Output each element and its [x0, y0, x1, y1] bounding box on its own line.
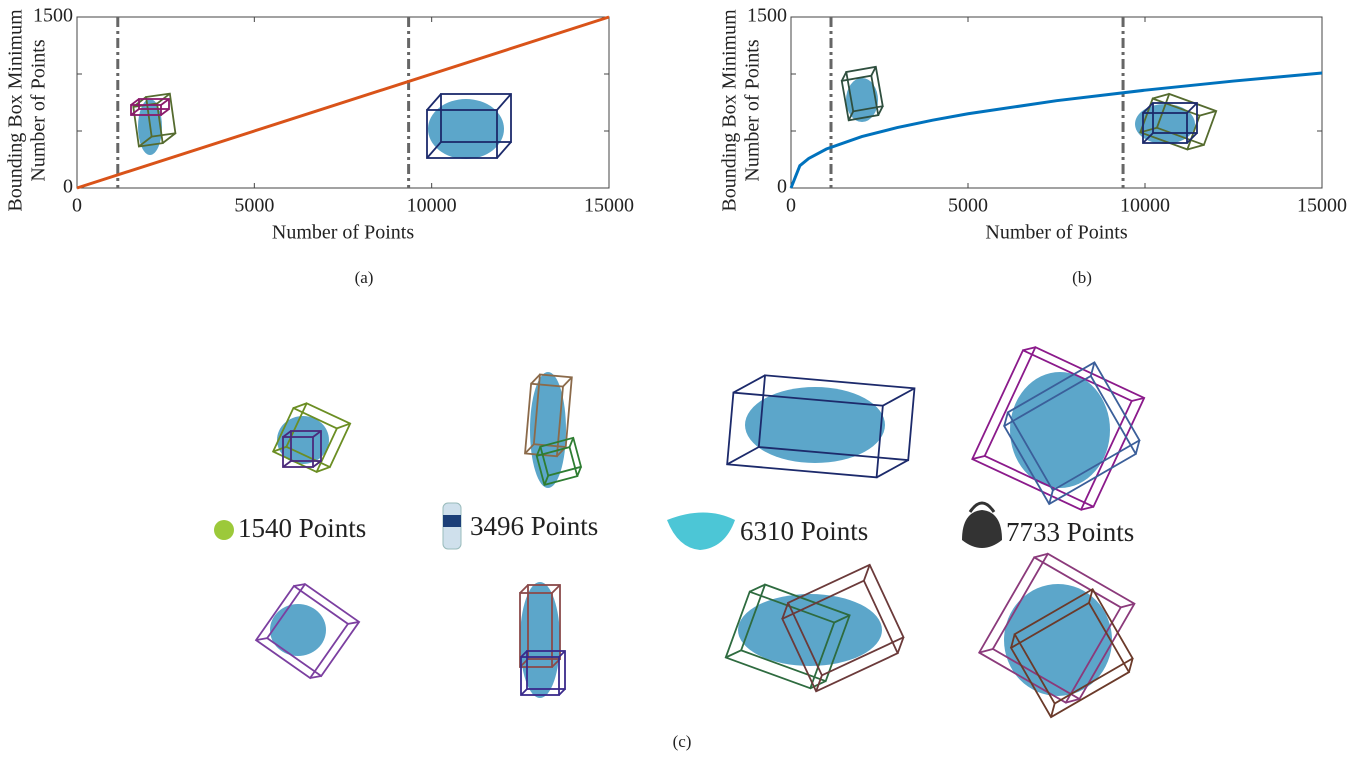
y-axis-label: Bounding Box Minimum — [719, 9, 741, 212]
object-label: 3496 Points — [470, 511, 598, 541]
object-label: 7733 Points — [1006, 517, 1134, 547]
caption: (c) — [673, 732, 692, 751]
x-tick-label: 0 — [786, 195, 796, 217]
box-edge — [161, 109, 169, 115]
y-axis-label: Number of Points — [742, 39, 764, 181]
icon-kettle — [962, 510, 1002, 548]
x-tick-label: 15000 — [1297, 195, 1347, 217]
y-axis-label: Number of Points — [28, 39, 50, 181]
point-cloud — [520, 582, 560, 698]
box-edge — [520, 585, 528, 593]
x-tick-label: 15000 — [584, 195, 634, 217]
x-axis-label: Number of Points — [985, 222, 1127, 244]
caption: (a) — [355, 268, 374, 287]
y-tick-label: 1500 — [33, 5, 73, 27]
box-edge — [893, 637, 909, 653]
box-edge — [552, 585, 560, 593]
box-edge — [727, 444, 759, 467]
x-tick-label: 10000 — [407, 195, 457, 217]
icon-ball — [214, 520, 234, 540]
y-tick-label: 1500 — [747, 5, 787, 27]
box-edge — [733, 373, 765, 396]
data-line — [77, 17, 609, 188]
figure: (a) (b) (c) 1540 Points 3496 Points 6310… — [0, 0, 1364, 757]
point-cloud — [428, 99, 504, 159]
y-tick-label: 0 — [777, 176, 787, 198]
box-edge — [1187, 103, 1197, 113]
object-label: 1540 Points — [238, 513, 366, 543]
box-edge — [859, 565, 875, 581]
x-tick-label: 10000 — [1120, 195, 1170, 217]
box-edge — [497, 142, 511, 158]
point-cloud — [738, 594, 882, 666]
box-edge — [521, 689, 527, 695]
caption: (b) — [1072, 268, 1092, 287]
y-tick-label: 0 — [63, 176, 73, 198]
y-axis-label: Bounding Box Minimum — [5, 9, 27, 212]
box-edge — [427, 94, 441, 110]
icon-colander — [667, 513, 735, 551]
box-edge — [559, 689, 565, 695]
x-axis-label: Number of Points — [272, 222, 414, 244]
box-edge — [883, 386, 915, 409]
x-tick-label: 5000 — [234, 195, 274, 217]
object-label: 6310 Points — [740, 516, 868, 546]
x-tick-label: 0 — [72, 195, 82, 217]
point-cloud — [1010, 372, 1110, 488]
box-edge — [497, 94, 511, 110]
box-edge — [877, 457, 909, 480]
x-tick-label: 5000 — [948, 195, 988, 217]
point-cloud — [270, 604, 326, 656]
icon-bottle-label — [443, 515, 461, 527]
